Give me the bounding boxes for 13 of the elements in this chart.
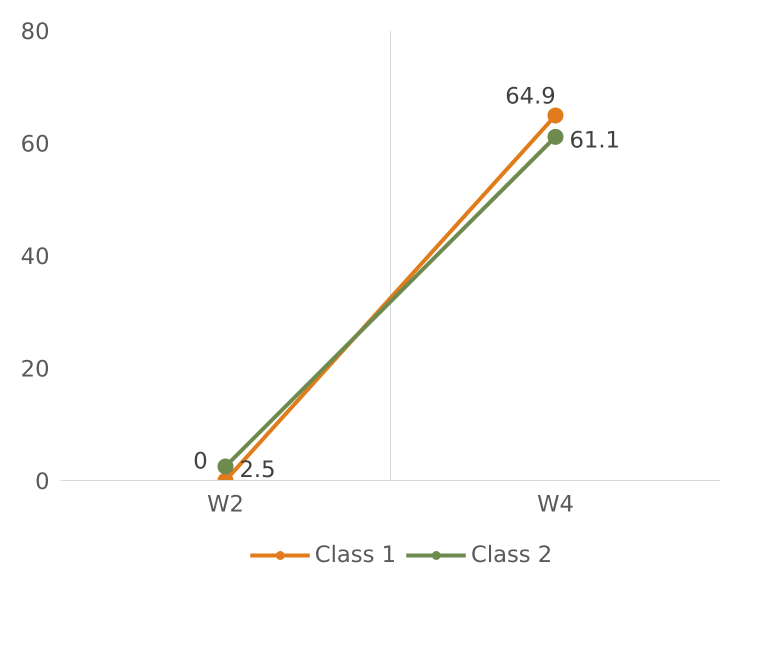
x-tick-label: W2: [207, 492, 244, 518]
y-tick-label: 80: [20, 19, 50, 45]
legend-label: Class 1: [314, 542, 396, 568]
data-label: 0: [193, 448, 208, 474]
data-label: 61.1: [570, 127, 620, 154]
y-tick-label: 0: [35, 469, 50, 495]
y-tick-label: 60: [20, 132, 50, 158]
y-tick-label: 20: [20, 356, 50, 382]
x-tick-label: W4: [537, 492, 574, 518]
legend-label: Class 2: [471, 542, 552, 568]
y-tick-label: 40: [20, 244, 50, 270]
data-label: 2.5: [240, 456, 276, 483]
data-label: 64.9: [505, 83, 556, 110]
